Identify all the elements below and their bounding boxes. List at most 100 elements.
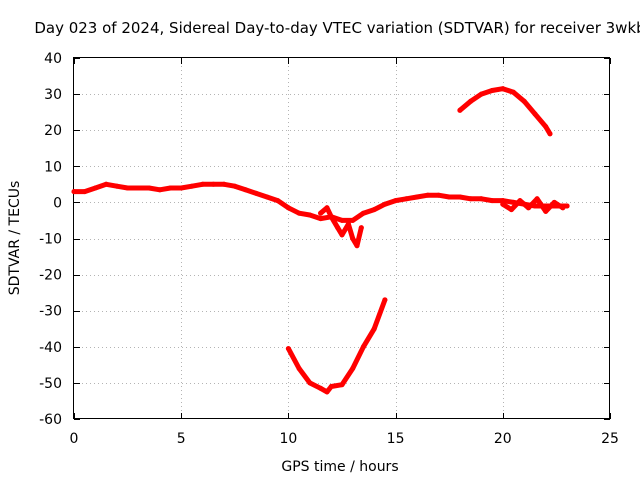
data-point (521, 98, 527, 104)
data-point (478, 196, 484, 202)
data-point (414, 194, 420, 200)
data-point (339, 217, 345, 223)
data-point (253, 190, 259, 196)
y-tick-label: -40 (39, 340, 62, 356)
data-point (543, 124, 549, 130)
data-point (517, 198, 523, 204)
data-point (264, 194, 270, 200)
data-point (71, 189, 77, 195)
series-disturbance-spikes (318, 205, 364, 249)
data-point (457, 194, 463, 200)
data-point (200, 181, 206, 187)
series-line (318, 205, 364, 249)
y-tick-label: -60 (39, 412, 62, 428)
x-tick-label: 20 (494, 431, 512, 447)
data-point (489, 198, 495, 204)
data-point (500, 86, 506, 92)
data-point (82, 189, 88, 195)
data-point (564, 203, 570, 209)
chart-title: Day 023 of 2024, Sidereal Day-to-day VTE… (34, 19, 640, 37)
series-line (285, 297, 388, 395)
data-point (500, 198, 506, 204)
data-point (382, 201, 388, 207)
x-axis-label: GPS time / hours (281, 459, 398, 475)
data-point (350, 366, 356, 371)
x-tick-label: 15 (387, 431, 405, 447)
data-point (345, 221, 351, 227)
data-point (543, 208, 549, 214)
grid-lines (74, 58, 610, 419)
data-point (318, 385, 324, 391)
data-point (339, 232, 345, 238)
data-point (508, 207, 514, 213)
data-point (296, 366, 302, 371)
data-point (307, 380, 313, 386)
y-tick-label: -20 (39, 268, 62, 284)
data-point (324, 389, 330, 395)
y-tick-label: 0 (53, 195, 62, 211)
data-point (511, 89, 516, 95)
data-point (354, 243, 360, 249)
data-point (328, 384, 334, 389)
data-point (221, 181, 227, 187)
y-axis-label: SDTVAR / TECUs (7, 181, 23, 296)
y-tick-label: -10 (39, 232, 62, 248)
data-point (371, 207, 377, 213)
data-point (358, 225, 364, 231)
data-point (125, 185, 131, 191)
data-point (189, 183, 195, 189)
data-point (468, 196, 474, 202)
data-point (532, 111, 538, 117)
x-tick-label: 5 (177, 431, 186, 447)
data-point (210, 181, 216, 187)
data-point (296, 210, 302, 216)
data-point (526, 205, 531, 211)
data-point (103, 181, 109, 187)
series-lower-arc (285, 297, 388, 395)
y-tick-label: -50 (39, 376, 62, 392)
data-point (360, 210, 366, 216)
data-point (275, 198, 281, 204)
data-point (285, 205, 291, 211)
data-point (178, 185, 184, 191)
data-point (446, 194, 452, 200)
data-point (489, 88, 495, 93)
data-point (350, 217, 356, 223)
data-point (551, 199, 557, 205)
data-point (403, 196, 409, 202)
data-point (324, 205, 330, 211)
y-tick-label: 20 (44, 123, 62, 139)
data-point (285, 346, 291, 352)
data-point (232, 183, 238, 189)
data-point (360, 344, 366, 350)
y-tick-label: 30 (44, 87, 62, 103)
data-point (146, 185, 152, 191)
data-point (307, 212, 313, 218)
data-point (318, 216, 324, 222)
data-point (114, 183, 120, 189)
data-point (425, 192, 431, 198)
data-point (135, 185, 141, 191)
data-point (500, 201, 506, 207)
data-point (478, 91, 484, 97)
data-point (168, 185, 173, 191)
data-point (328, 214, 334, 220)
data-point (371, 326, 377, 332)
series-upper-arc (457, 86, 553, 137)
axis-ticks: 0 5 10 15 20 25 -60 -50 -40 -30 -20 -10 0 10 20 30 40 (39, 51, 619, 447)
data-point (534, 196, 540, 202)
data-point (547, 131, 553, 137)
data-point (382, 297, 388, 303)
x-tick-label: 25 (601, 431, 619, 447)
data-point (243, 187, 248, 193)
data-point (92, 185, 98, 191)
data-point (393, 198, 399, 204)
x-tick-label: 0 (70, 431, 79, 447)
data-point (335, 225, 341, 231)
data-point (468, 98, 474, 104)
data-point (318, 210, 324, 216)
data-point (560, 205, 566, 211)
data-point (339, 382, 345, 388)
data-point (457, 107, 463, 113)
